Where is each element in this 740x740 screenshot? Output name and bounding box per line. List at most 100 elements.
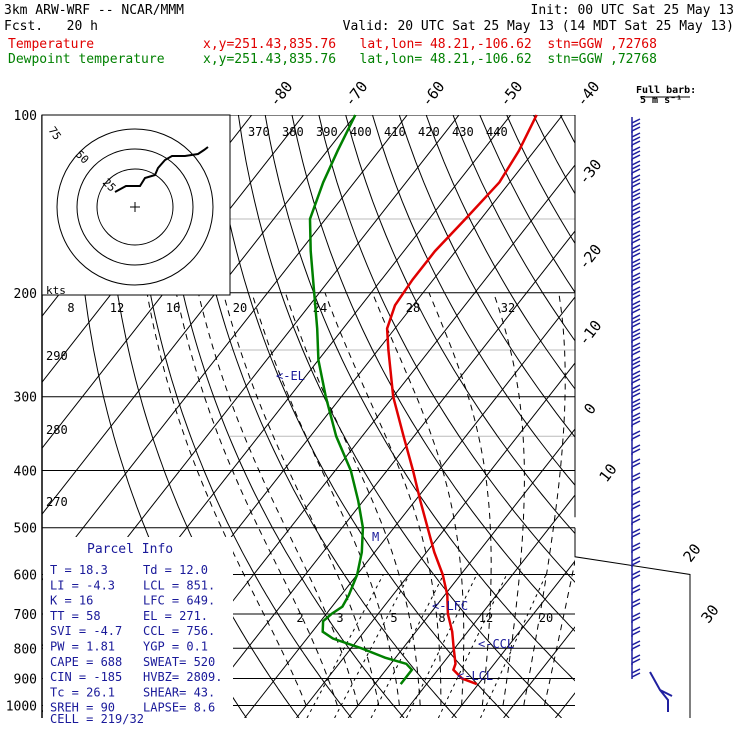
isotherm-line bbox=[451, 560, 575, 718]
parcel-row-left: TT = 58 bbox=[50, 609, 101, 623]
wind-barb-flag bbox=[631, 220, 641, 226]
wind-barb-flag bbox=[631, 342, 641, 348]
parcel-cell: CELL = 219/32 bbox=[50, 712, 144, 726]
wind-barb-flag bbox=[631, 668, 641, 674]
moist-adiabat-line bbox=[523, 292, 566, 706]
moist-adiabat-line bbox=[146, 292, 307, 706]
wind-barb-flag bbox=[631, 672, 641, 678]
wind-barb-flag bbox=[631, 280, 641, 286]
wind-barb-flag bbox=[631, 272, 641, 278]
dewpoint-line bbox=[308, 114, 414, 685]
temperature-legend-label: Temperature bbox=[8, 37, 95, 52]
wind-barb-flag bbox=[631, 346, 641, 352]
wind-barb-flag bbox=[631, 402, 641, 408]
wind-barb-flag bbox=[631, 132, 641, 138]
isotherm-line bbox=[295, 362, 575, 718]
hodograph-speed-label: 20 bbox=[233, 301, 247, 315]
hodograph-speed-label: 12 bbox=[110, 301, 124, 315]
wind-barb-flag bbox=[631, 150, 641, 156]
dry-adiabat-line bbox=[291, 115, 575, 632]
barb-legend-title: Full barb: bbox=[636, 85, 696, 96]
wind-barb-flag bbox=[631, 588, 641, 594]
hodograph-ring bbox=[56, 128, 214, 286]
pressure-tick-label: 400 bbox=[14, 465, 37, 480]
wind-barb-flag bbox=[631, 248, 641, 254]
wind-barb-surface bbox=[649, 671, 673, 712]
isotherm-label: -20 bbox=[575, 241, 606, 273]
parcel-row-left: K = 16 bbox=[50, 594, 93, 608]
wind-barb-flag bbox=[631, 518, 641, 524]
moist-adiabat-line bbox=[284, 292, 421, 706]
wind-barb-flag bbox=[631, 612, 641, 618]
wind-barb-flag bbox=[631, 412, 641, 418]
wind-barb-flag bbox=[631, 658, 641, 664]
isotherm-label: -70 bbox=[341, 78, 372, 110]
parcel-row-right: Td = 12.0 bbox=[143, 563, 208, 577]
wind-barb-flag bbox=[631, 434, 641, 440]
wind-barb-flag bbox=[631, 384, 641, 390]
parcel-row-right: HVBZ= 2809. bbox=[143, 670, 222, 684]
dry-adiabat-label: 430 bbox=[452, 125, 474, 139]
init-time: Init: 00 UTC Sat 25 May 13 bbox=[530, 3, 735, 18]
dry-adiabat-line bbox=[237, 115, 562, 718]
parcel-row-right: YGP = 0.1 bbox=[143, 640, 208, 654]
pressure-tick-label: 700 bbox=[14, 608, 37, 623]
parcel-info-box: Parcel Info T = 18.3 Td = 12.0 LI = -4.3 LCL… bbox=[43, 537, 233, 726]
temperature-line bbox=[385, 114, 538, 686]
mixing-ratio-line bbox=[306, 574, 384, 718]
parcel-row-left: T = 18.3 bbox=[50, 563, 108, 577]
parcel-row-left: Tc = 26.1 bbox=[50, 685, 115, 699]
el-marker: <-EL bbox=[276, 369, 305, 383]
moist-adiabat-line bbox=[197, 292, 359, 706]
dry-adiabat-line bbox=[479, 115, 575, 294]
dry-adiabat-label: 290 bbox=[46, 349, 68, 363]
wind-barb-flag bbox=[631, 126, 641, 132]
parcel-row-left: PW = 1.81 bbox=[50, 640, 115, 654]
wind-barb-flag bbox=[631, 230, 641, 236]
wind-barb-flag bbox=[631, 504, 641, 510]
isotherm-line bbox=[399, 494, 575, 718]
isotherm-line bbox=[192, 230, 575, 718]
wind-barb-flag bbox=[631, 118, 641, 124]
wind-barb-flag bbox=[631, 392, 641, 398]
dry-adiabat-line bbox=[425, 115, 575, 390]
hodograph-trace bbox=[114, 146, 209, 193]
dry-adiabat-line bbox=[264, 115, 575, 682]
mixing-ratio-label: 8 bbox=[438, 611, 445, 625]
wind-barb-flag bbox=[631, 546, 641, 552]
wind-barb-flag bbox=[631, 444, 641, 450]
temperature-station-info: x,y=251.43,835.76 lat,lon= 48.21,-106.62… bbox=[203, 37, 657, 52]
isotherm-label: 10 bbox=[595, 460, 620, 485]
mixing-ratio-label: 2 bbox=[296, 611, 303, 625]
dry-adiabat-line bbox=[184, 115, 457, 718]
hodograph-speed-label: 28 bbox=[406, 301, 420, 315]
hodograph-frame bbox=[41, 114, 231, 296]
wind-barb-flag bbox=[631, 360, 641, 366]
pressure-tick-label: 800 bbox=[14, 642, 37, 657]
pressure-tick-label: 200 bbox=[14, 287, 37, 302]
wind-barb-flag bbox=[631, 182, 641, 188]
dry-adiabat-line bbox=[157, 115, 405, 718]
pressure-tick-label: 300 bbox=[14, 391, 37, 406]
wind-barb-flag bbox=[631, 188, 641, 194]
wind-barb-flag bbox=[631, 626, 641, 632]
moist-adiabat-line bbox=[324, 292, 442, 706]
dewpoint-station-info: x,y=251.43,835.76 lat,lon= 48.21,-106.62… bbox=[203, 52, 657, 67]
parcel-row-right: CCL = 756. bbox=[143, 624, 215, 638]
moist-adiabat-line bbox=[544, 558, 575, 706]
wind-barb-flag bbox=[631, 192, 641, 198]
mixing-ratio-label: 5 bbox=[390, 611, 397, 625]
isotherm-label: -10 bbox=[575, 317, 606, 349]
wind-barb-flag bbox=[631, 154, 641, 160]
wind-barb-flag bbox=[631, 560, 641, 566]
wind-barb-flag bbox=[631, 136, 641, 142]
wind-barb-flag bbox=[631, 206, 641, 212]
wind-barb-flag bbox=[631, 294, 641, 300]
dry-adiabat-line bbox=[130, 115, 352, 718]
dry-adiabat-label: 390 bbox=[316, 125, 338, 139]
wind-barb-flag bbox=[631, 266, 641, 272]
m-marker: M bbox=[372, 530, 379, 544]
mixing-ratio-label: 12 bbox=[479, 611, 493, 625]
mixing-ratio-line bbox=[480, 574, 547, 718]
